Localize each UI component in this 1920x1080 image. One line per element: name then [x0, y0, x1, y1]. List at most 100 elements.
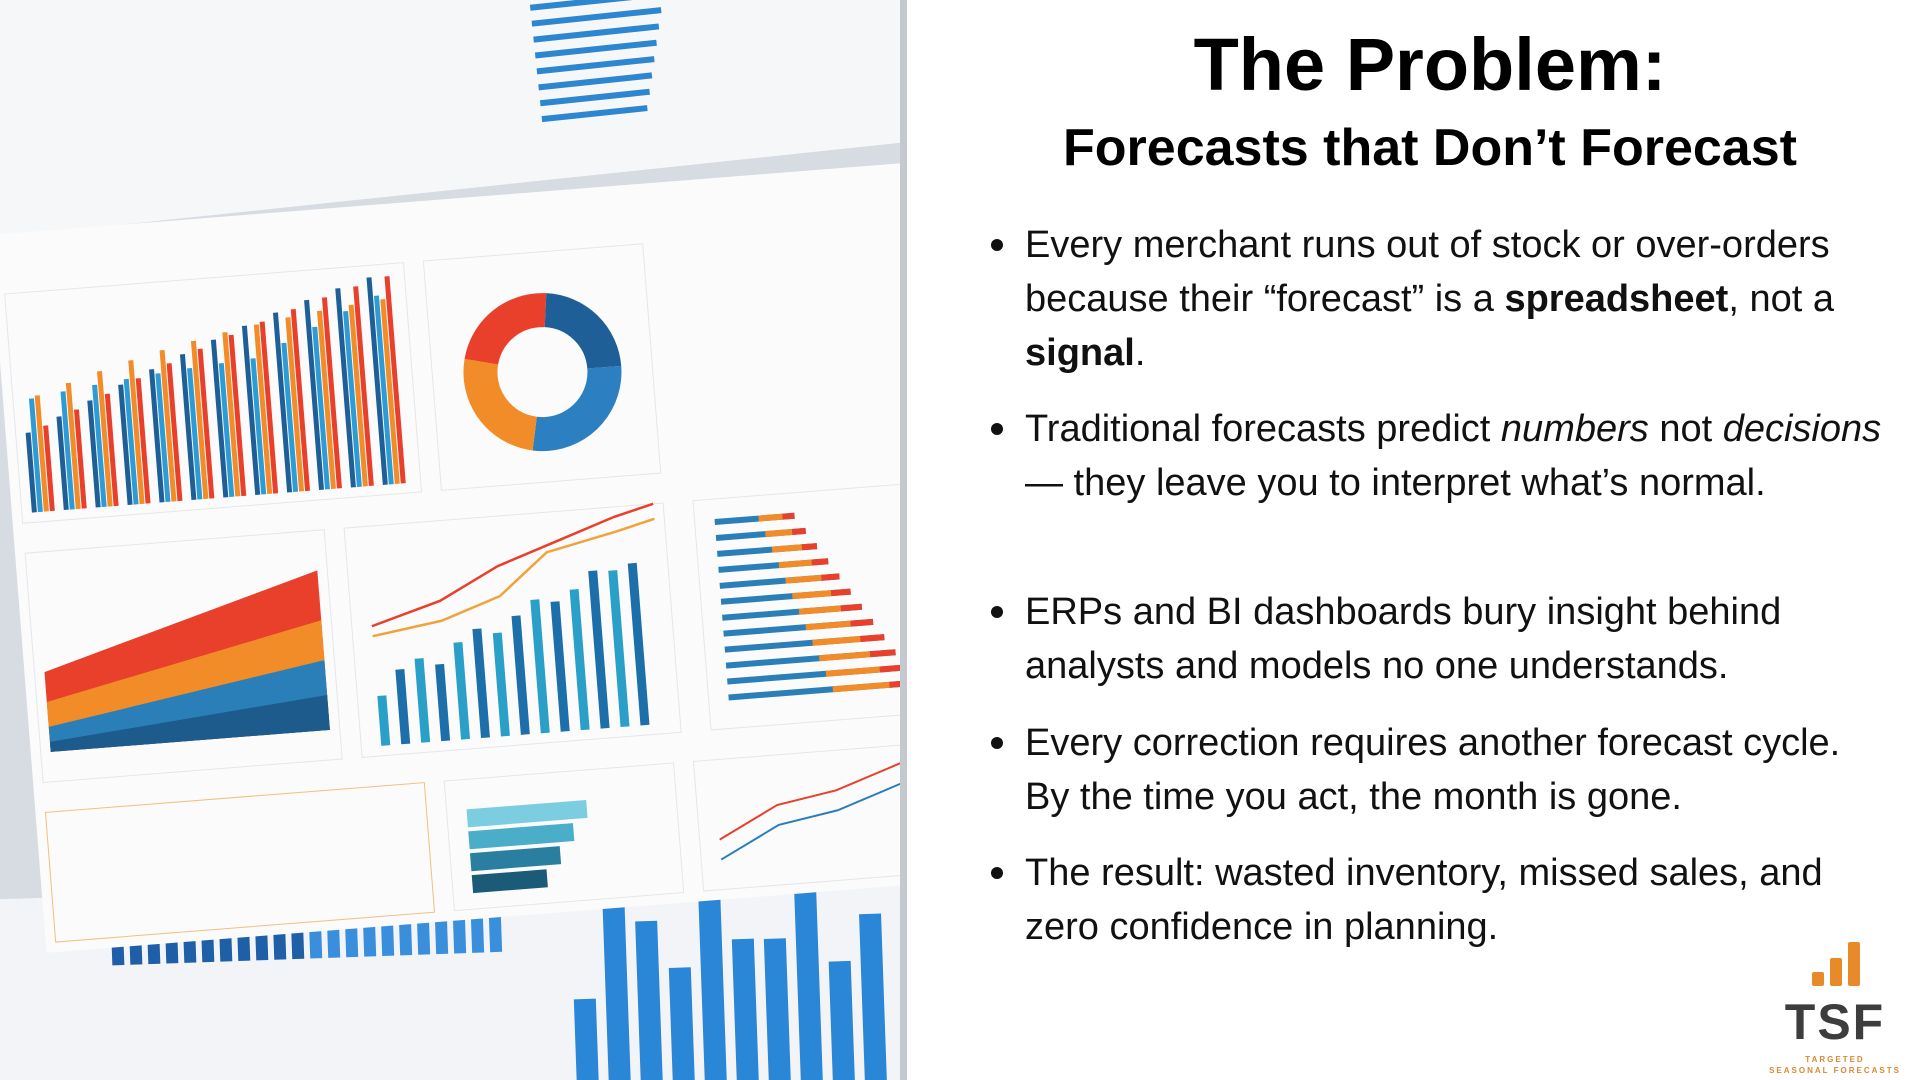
bullet: Every merchant runs out of stock or over… [991, 218, 1895, 380]
decor-bar [259, 321, 279, 494]
panel-frame [443, 762, 685, 912]
line-decor [720, 760, 907, 861]
decor-bar [635, 920, 665, 1080]
decor-bar [541, 105, 648, 123]
decor-bar [241, 325, 261, 495]
decor-bar [771, 544, 803, 553]
decor-bar [435, 663, 451, 742]
decor-bar [128, 360, 145, 505]
decor-bar [218, 363, 235, 498]
decor-bar [25, 432, 37, 513]
decor-bar [87, 400, 101, 508]
decor-bar [104, 393, 119, 507]
decor-bar [316, 310, 336, 490]
decor-bar [190, 340, 209, 500]
logo-icon [1812, 942, 1860, 986]
photo-edge [900, 0, 907, 1080]
donut-segment [463, 293, 622, 452]
decor-bar [821, 573, 840, 581]
decor-bar [511, 615, 530, 735]
slide-title: The Problem: [1193, 23, 1667, 106]
decor-bar [60, 391, 75, 510]
decor-bar [123, 378, 139, 505]
decor-bar [155, 373, 171, 503]
decor-bar [373, 295, 394, 485]
decor-bar [794, 891, 825, 1080]
decor-bar [828, 960, 857, 1080]
panel-frame [692, 479, 907, 731]
decor-bar [343, 310, 362, 487]
decor-bar [380, 299, 400, 485]
decor-bar [536, 56, 655, 75]
decor-bar [731, 938, 761, 1080]
decor-bar [550, 601, 570, 732]
decor-bar [250, 358, 267, 495]
decor-bar [228, 334, 247, 497]
decor-bar [414, 658, 431, 743]
decor-bar [588, 570, 610, 729]
decor-bar [34, 395, 49, 512]
panel-frame [692, 738, 907, 892]
decor-bar [65, 382, 81, 510]
decor-bar [859, 913, 889, 1080]
decor-bar [335, 288, 356, 488]
paper-sheet [0, 159, 907, 953]
decor-bar [850, 618, 874, 627]
decor-bar [782, 512, 795, 520]
decor-bar [569, 589, 590, 731]
decor-bar [573, 998, 601, 1080]
decor-bar [197, 348, 215, 499]
bullet-text: . [1134, 332, 1146, 374]
decor-bar [531, 7, 662, 27]
decor-bar [377, 695, 391, 746]
decor-bar [166, 363, 183, 502]
decor-bar [801, 543, 818, 551]
logo-bar [1830, 958, 1842, 986]
panel-frame [4, 262, 423, 524]
decor-bar [366, 277, 388, 485]
donut-segment [463, 293, 622, 452]
decor-bar [118, 384, 133, 506]
decor-bar [758, 513, 783, 522]
decor-bar [43, 425, 55, 512]
decor-bar [812, 635, 861, 646]
decor-bar [272, 312, 293, 493]
bullet-text: Traditional forecasts predict [1025, 408, 1501, 450]
decor-bar [765, 528, 793, 538]
decor-bar [187, 368, 203, 500]
decor-bar [179, 354, 197, 501]
decor-bar [830, 588, 851, 597]
decor-bar [321, 297, 342, 489]
bullet-text: Every merchant runs out of stock or over… [1025, 224, 1830, 320]
decor-bar [395, 669, 411, 745]
decor-bar [533, 23, 660, 43]
decor-bar [840, 603, 863, 612]
decor-bar [290, 308, 311, 492]
bullet-text: signal [1025, 332, 1135, 374]
decor-bar [819, 651, 871, 662]
decor-bar [348, 304, 368, 487]
line-decor [719, 740, 907, 841]
decor-bar [805, 620, 851, 631]
bullet-text: decisions [1722, 408, 1882, 450]
decor-bar [149, 369, 165, 503]
bullet: The result: wasted inventory, missed sal… [991, 846, 1895, 954]
decor-bar [492, 632, 510, 737]
decor-bar [73, 409, 87, 509]
decor-bar [534, 39, 657, 59]
decor-bar [860, 634, 885, 642]
donut-segment [463, 293, 622, 452]
bullet-text: numbers [1500, 408, 1649, 450]
bullet-text: The result: wasted inventory, missed sal… [1025, 852, 1823, 948]
bullet-text: not [1648, 408, 1723, 450]
bullet: Every correction requires another foreca… [991, 716, 1895, 824]
line-decor [372, 517, 655, 638]
decor-bar [471, 869, 548, 894]
bullet-text: — they leave you to interpret what’s nor… [1025, 462, 1766, 504]
bullet: Traditional forecasts predict numbers no… [991, 402, 1895, 510]
decor-bar [466, 799, 588, 828]
decor-bar [353, 286, 374, 487]
decor-bar [668, 967, 697, 1080]
logo-tagline: TARGETED [1805, 1055, 1865, 1064]
